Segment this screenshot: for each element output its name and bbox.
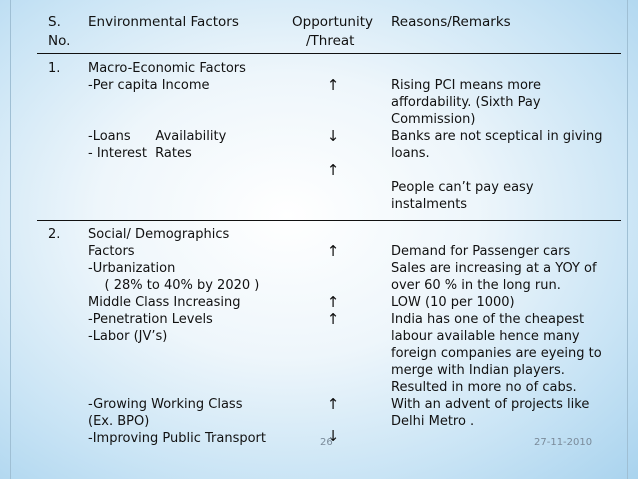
- row2-remark-line: merge with Indian players.: [391, 363, 565, 378]
- row2-remark-line: Sales are increasing at a YOY of: [391, 261, 597, 276]
- row2-factor-line: -Urbanization: [88, 261, 176, 276]
- row2-remark-line: foreign companies are eyeing to: [391, 346, 602, 361]
- slide-date: 27-11-2010: [534, 437, 593, 448]
- header-opp-1: Opportunity: [292, 14, 374, 30]
- arrow-up-icon: ↑: [326, 76, 340, 94]
- row1-factor-pci: -Per capita Income: [88, 78, 210, 93]
- row2-remark-line: over 60 % in the long run.: [391, 278, 561, 293]
- row2-factor-line: -Growing Working Class: [88, 397, 243, 412]
- row1-remark-line: Banks are not sceptical in giving: [391, 129, 603, 144]
- arrow-down-icon: ↓: [326, 427, 340, 445]
- row1-factor-loans: -Loans Availability: [88, 129, 227, 144]
- row2-factor-line: (Ex. BPO): [88, 414, 150, 429]
- row1-remark-line: Rising PCI means more: [391, 78, 541, 93]
- row-rule: [37, 220, 621, 221]
- row2-remark-line: Demand for Passenger cars: [391, 244, 571, 259]
- header-sno-2: No.: [48, 33, 71, 49]
- row2-factor-line: -Penetration Levels: [88, 312, 213, 327]
- row1-factor-title: Macro-Economic Factors: [88, 61, 246, 76]
- row1-remark-line: loans.: [391, 146, 430, 161]
- row2-factor-line: -Improving Public Transport: [88, 431, 266, 446]
- row1-sno: 1.: [48, 61, 61, 76]
- header-remarks: Reasons/Remarks: [391, 14, 511, 30]
- row2-remark-line: Delhi Metro .: [391, 414, 475, 429]
- header-rule: [37, 53, 621, 54]
- slide-frame: [10, 0, 628, 479]
- header-opp-2: /Threat: [306, 33, 355, 49]
- row2-factor-line: Factors: [88, 244, 135, 259]
- row2-remark-line: labour available hence many: [391, 329, 580, 344]
- row2-remark-line: Resulted in more no of cabs.: [391, 380, 577, 395]
- header-factor: Environmental Factors: [88, 14, 239, 30]
- arrow-up-icon: ↑: [326, 242, 340, 260]
- page-number: 26: [320, 437, 333, 448]
- arrow-up-icon: ↑: [326, 395, 340, 413]
- row2-factor-line: -Labor (JV’s): [88, 329, 168, 344]
- row2-remark-line: LOW (10 per 1000): [391, 295, 515, 310]
- row2-factor-line: Middle Class Increasing: [88, 295, 241, 310]
- row2-remark-line: With an advent of projects like: [391, 397, 590, 412]
- arrow-up-icon: ↑: [326, 310, 340, 328]
- row1-remark-line: instalments: [391, 197, 468, 212]
- row1-remark-line: People can’t pay easy: [391, 180, 534, 195]
- header-sno-1: S.: [48, 14, 61, 30]
- arrow-down-icon: ↓: [326, 127, 340, 145]
- arrow-up-icon: ↑: [326, 293, 340, 311]
- row2-factor-line: Social/ Demographics: [88, 227, 230, 242]
- row1-remark-line: Commission): [391, 112, 476, 127]
- arrow-up-icon: ↑: [326, 161, 340, 179]
- row2-sno: 2.: [48, 227, 61, 242]
- row1-factor-interest: - Interest Rates: [88, 146, 192, 161]
- row2-remark-line: India has one of the cheapest: [391, 312, 585, 327]
- row2-factor-line: ( 28% to 40% by 2020 ): [88, 278, 260, 293]
- row1-remark-line: affordability. (Sixth Pay: [391, 95, 541, 110]
